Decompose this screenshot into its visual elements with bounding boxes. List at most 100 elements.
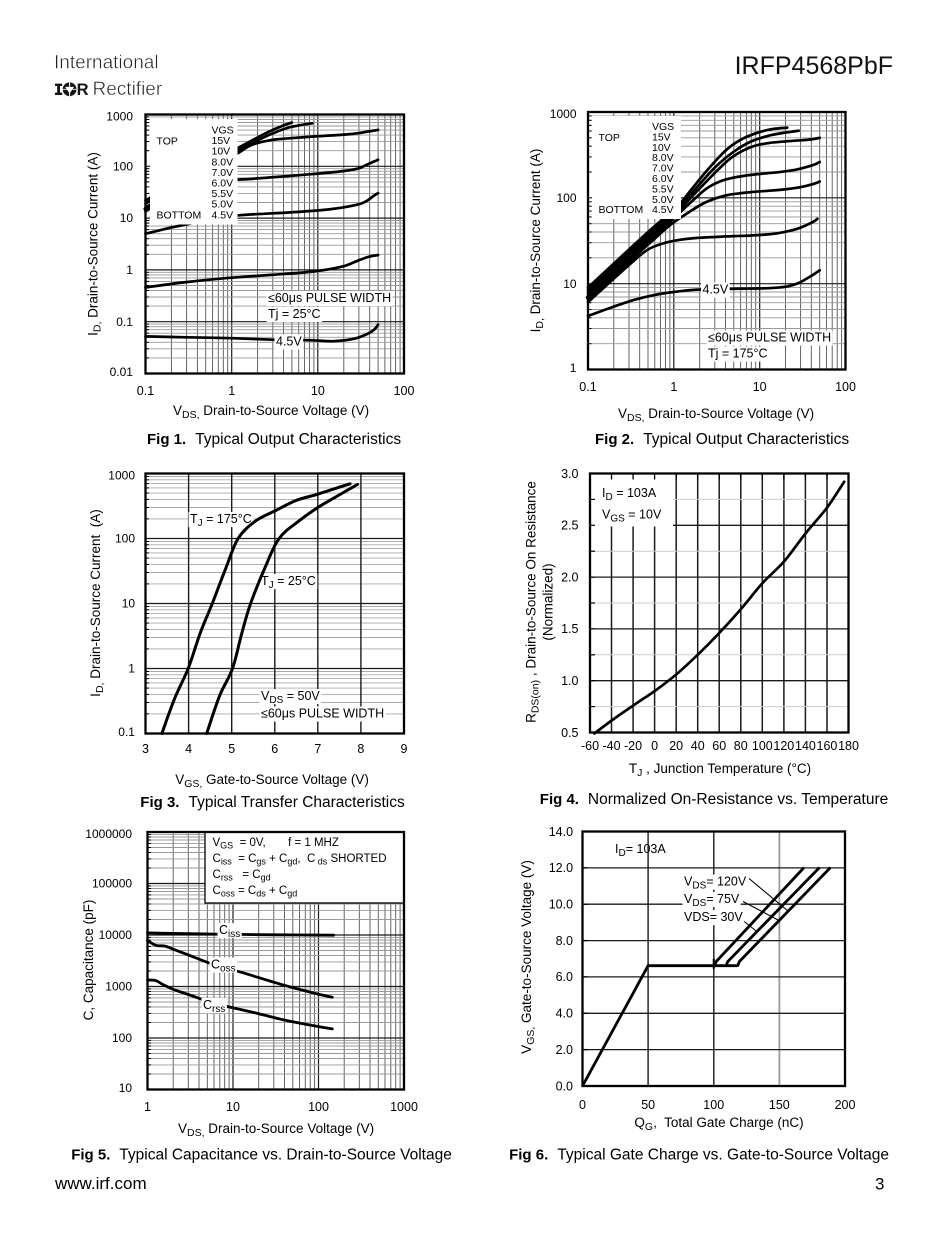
svg-text:0.1: 0.1 [137, 384, 154, 398]
svg-text:BOTTOM: BOTTOM [599, 204, 644, 216]
svg-text:ID= 103A: ID= 103A [615, 842, 666, 859]
svg-text:3: 3 [875, 1175, 884, 1194]
svg-text:1000: 1000 [108, 469, 135, 483]
svg-text:VDS, Drain-to-Source Voltage (: VDS, Drain-to-Source Voltage (V) [173, 403, 369, 421]
svg-text:Fig 5.: Fig 5. [71, 1147, 110, 1164]
svg-text:10000: 10000 [99, 928, 133, 942]
svg-text:8.0V: 8.0V [652, 152, 674, 164]
svg-text:10: 10 [563, 277, 577, 291]
svg-text:7.0V: 7.0V [212, 167, 234, 179]
svg-text:14.0: 14.0 [549, 825, 573, 839]
svg-text:VGS, Gate-to-Source Voltage (V: VGS, Gate-to-Source Voltage (V) [519, 860, 537, 1054]
svg-text:100: 100 [112, 1031, 132, 1045]
svg-text:ID, Drain-to-Source Current (A: ID, Drain-to-Source Current (A) [528, 149, 546, 333]
svg-text:5.5V: 5.5V [212, 188, 234, 200]
svg-text:VGS: VGS [652, 121, 674, 133]
svg-text:10: 10 [120, 211, 134, 225]
svg-text:180: 180 [838, 739, 859, 753]
svg-text:12.0: 12.0 [549, 861, 573, 875]
svg-text:TJ = 25°C: TJ = 25°C [261, 574, 316, 591]
svg-text:Fig 1.: Fig 1. [147, 431, 186, 448]
svg-text:Tj = 175°C: Tj = 175°C [708, 347, 768, 361]
svg-text:TJ = 175°C: TJ = 175°C [190, 512, 252, 529]
svg-text:0.1: 0.1 [579, 380, 596, 394]
svg-text:5.0V: 5.0V [212, 199, 234, 211]
svg-text:2.0: 2.0 [561, 570, 578, 584]
svg-text:0.5: 0.5 [561, 726, 578, 740]
svg-text:≤60μs PULSE WIDTH: ≤60μs PULSE WIDTH [261, 707, 384, 721]
svg-text:IRFP4568PbF: IRFP4568PbF [735, 52, 893, 80]
svg-text:100: 100 [703, 1098, 724, 1112]
svg-text:VGS: VGS [212, 125, 234, 137]
svg-text:TOP: TOP [157, 136, 178, 148]
svg-text:100: 100 [115, 532, 135, 546]
svg-text:100: 100 [113, 159, 133, 173]
svg-text:0.1: 0.1 [116, 315, 133, 329]
svg-text:VDS = 50V: VDS = 50V [261, 689, 320, 706]
svg-text:0.01: 0.01 [110, 365, 134, 379]
svg-text:1000: 1000 [550, 107, 577, 121]
svg-text:C, Capacitance (pF): C, Capacitance (pF) [81, 900, 96, 1021]
svg-text:ID, Drain-to-Source Current (A: ID, Drain-to-Source Current (A) [86, 152, 104, 336]
svg-text:Tj = 25°C: Tj = 25°C [268, 307, 321, 321]
svg-text:QG, Total Gate Charge (nC): QG, Total Gate Charge (nC) [634, 1115, 803, 1133]
svg-text:International: International [54, 53, 159, 74]
svg-text:-40: -40 [603, 739, 621, 753]
svg-text:(Normalized): (Normalized) [541, 563, 556, 640]
svg-text:8.0V: 8.0V [212, 156, 234, 168]
svg-text:TOP: TOP [599, 132, 620, 144]
svg-text:-60: -60 [581, 739, 599, 753]
svg-text:Ciss = Cgs + Cgd, C ds SHORT: Ciss = Cgs + Cgd, C ds SHORTED [213, 853, 387, 867]
svg-text:6.0V: 6.0V [212, 178, 234, 190]
svg-text:-20: -20 [624, 739, 642, 753]
svg-text:4: 4 [185, 742, 192, 756]
svg-text:80: 80 [734, 739, 748, 753]
svg-text:10.0: 10.0 [549, 898, 573, 912]
svg-text:Typical Output Characteristics: Typical Output Characteristics [195, 431, 401, 448]
svg-text:Typical Capacitance vs. Drain-: Typical Capacitance vs. Drain-to-Source … [119, 1147, 452, 1164]
svg-text:1000: 1000 [105, 980, 132, 994]
svg-text:4.5V: 4.5V [276, 335, 302, 349]
svg-text:140: 140 [795, 739, 816, 753]
svg-text:4.5V: 4.5V [212, 209, 234, 221]
svg-text:Coss = Cds + Cgd: Coss = Cds + Cgd [213, 885, 298, 899]
svg-text:1: 1 [670, 380, 677, 394]
svg-text:0.0: 0.0 [556, 1079, 573, 1093]
svg-text:2.0: 2.0 [556, 1043, 573, 1057]
svg-text:3.0: 3.0 [561, 467, 578, 481]
svg-text:VDS, Drain-to-Source Voltage (: VDS, Drain-to-Source Voltage (V) [618, 406, 814, 424]
svg-text:10: 10 [753, 380, 767, 394]
svg-text:Crss = Cgd: Crss = Cgd [213, 869, 271, 883]
svg-text:www.irf.com: www.irf.com [54, 1174, 147, 1193]
svg-text:100: 100 [835, 380, 856, 394]
svg-text:100: 100 [394, 384, 415, 398]
svg-text:VDS= 120V: VDS= 120V [684, 875, 747, 892]
svg-text:Fig 4.: Fig 4. [540, 791, 579, 808]
svg-text:160: 160 [817, 739, 838, 753]
svg-text:Crss: Crss [203, 998, 225, 1015]
svg-text:20: 20 [669, 739, 683, 753]
svg-text:100000: 100000 [92, 877, 132, 891]
svg-text:Coss: Coss [211, 958, 236, 975]
svg-text:15V: 15V [652, 131, 671, 143]
svg-text:1: 1 [126, 263, 133, 277]
svg-text:Rectifier: Rectifier [93, 79, 163, 100]
svg-text:15V: 15V [212, 135, 231, 147]
svg-text:VDS= 75V: VDS= 75V [684, 892, 740, 909]
svg-text:≤60μs PULSE WIDTH: ≤60μs PULSE WIDTH [708, 331, 831, 345]
svg-text:Typical Transfer Characteristi: Typical Transfer Characteristics [189, 794, 405, 811]
svg-text:120: 120 [773, 739, 794, 753]
svg-text:8: 8 [357, 742, 364, 756]
svg-text:100: 100 [752, 739, 773, 753]
svg-text:100: 100 [308, 1100, 329, 1114]
svg-text:Typical Gate Charge vs. Gate-t: Typical Gate Charge vs. Gate-to-Source V… [557, 1147, 889, 1164]
svg-text:5.0V: 5.0V [652, 194, 674, 206]
svg-text:4.5V: 4.5V [703, 283, 729, 297]
svg-text:1: 1 [228, 384, 235, 398]
svg-text:Ciss: Ciss [219, 923, 240, 940]
svg-text:7: 7 [314, 742, 321, 756]
svg-text:Fig 2.: Fig 2. [595, 431, 634, 448]
svg-text:≤60μs PULSE WIDTH: ≤60μs PULSE WIDTH [268, 291, 391, 305]
svg-text:Fig 6.: Fig 6. [509, 1147, 548, 1164]
svg-text:100: 100 [557, 191, 577, 205]
